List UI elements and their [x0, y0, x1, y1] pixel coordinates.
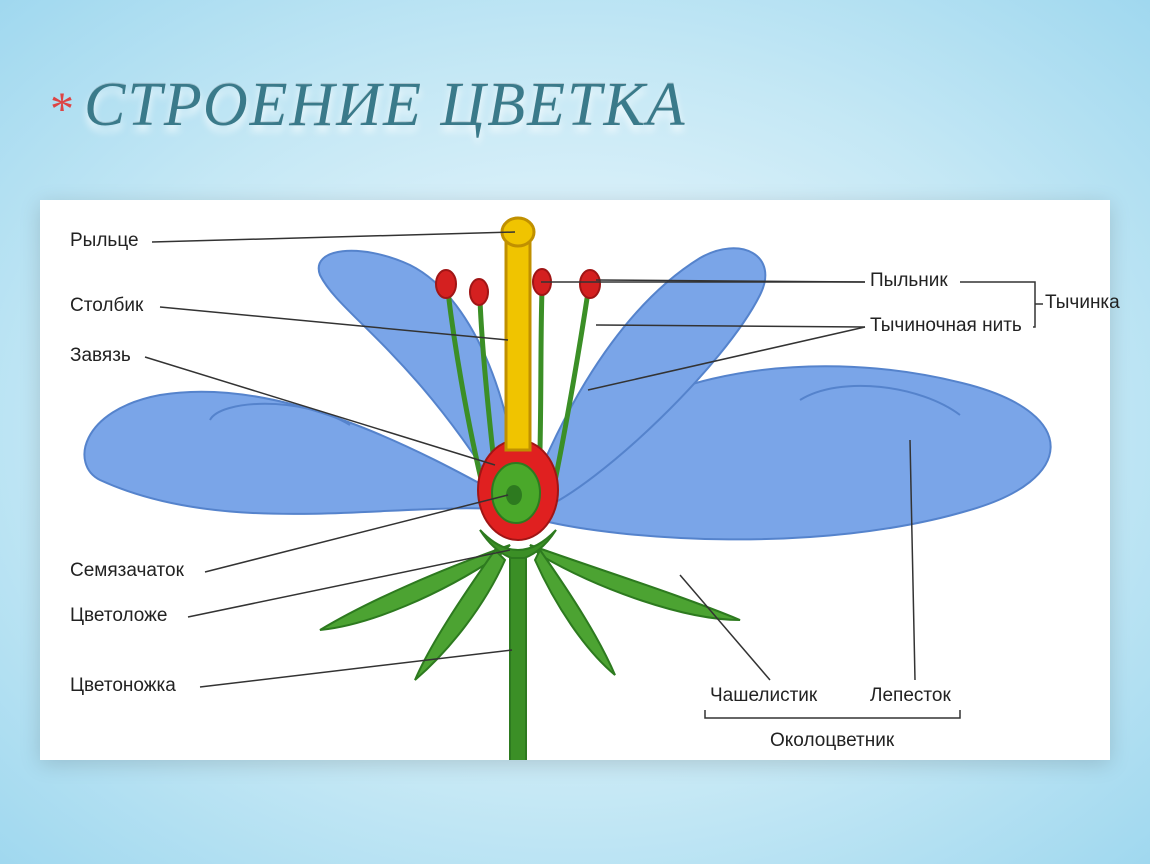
- stem: [510, 558, 526, 760]
- label-pedicel: Цветоножка: [70, 675, 176, 697]
- bracket-perianth: [705, 710, 960, 718]
- label-sepal: Чашелистик: [710, 685, 817, 707]
- label-perianth: Околоцветник: [770, 730, 894, 752]
- title-row: * СТРОЕНИЕ ЦВЕТКА: [50, 70, 687, 141]
- flower-diagram: Рыльце Столбик Завязь Семязачаток Цветол…: [40, 200, 1110, 760]
- label-ovule: Семязачаток: [70, 560, 184, 582]
- label-stamen: Тычинка: [1045, 292, 1120, 314]
- label-receptacle: Цветоложе: [70, 605, 167, 627]
- label-style: Столбик: [70, 295, 143, 317]
- label-petal: Лепесток: [870, 685, 951, 707]
- asterisk-icon: *: [50, 82, 74, 137]
- label-stigma: Рыльце: [70, 230, 139, 252]
- label-ovary: Завязь: [70, 345, 131, 367]
- label-filament: Тычиночная нить: [870, 315, 1022, 337]
- page-title: СТРОЕНИЕ ЦВЕТКА: [84, 70, 687, 141]
- flower-svg: [40, 200, 1110, 760]
- label-anther: Пыльник: [870, 270, 948, 292]
- sepals: [320, 530, 740, 695]
